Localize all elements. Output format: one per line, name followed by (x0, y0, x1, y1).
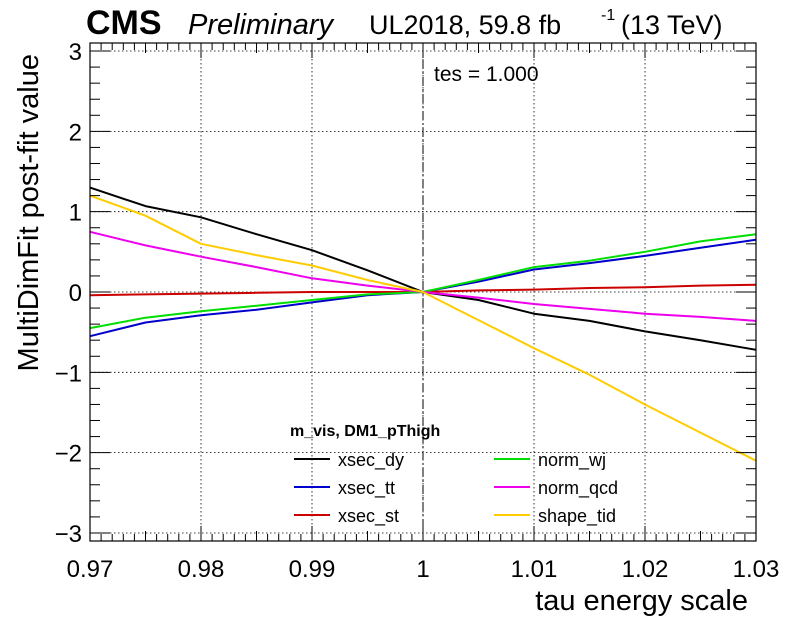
experiment-label: CMS (86, 4, 162, 42)
y-axis-title: MultiDimFit post-fit value (13, 54, 45, 371)
dataset-label: UL2018, 59.8 fb (369, 10, 561, 40)
x-tick-label: 0.97 (67, 556, 114, 583)
x-axis-title: tau energy scale (535, 585, 748, 617)
legend-label: xsec_st (338, 506, 399, 527)
legend-label: norm_qcd (538, 478, 618, 499)
y-tick-label: 1 (69, 200, 82, 227)
y-tick-label: −2 (55, 441, 82, 468)
legend-label: norm_wj (538, 450, 606, 471)
legend-entries: xsec_dy xsec_tt xsec_st norm_wj norm_qcdshap… (294, 450, 618, 527)
tes-annotation: tes = 1.000 (434, 63, 539, 86)
y-tick-label: −3 (55, 521, 82, 548)
lumi-superscript: -1 (601, 7, 615, 24)
x-tick-label: 1.02 (622, 556, 669, 583)
y-tick-label: 0 (69, 280, 82, 307)
y-tick-label: 2 (69, 119, 82, 146)
energy-label: (13 TeV) (621, 10, 723, 40)
legend-label: xsec_dy (338, 450, 404, 471)
legend: m_vis, DM1_pThigh xsec_dy xsec_tt xsec_st n… (290, 423, 618, 527)
tick-labels: 0.97 0.98 0.99 1 1.01 1.02 1.03 −3 −2 −1 0 1 2 3 (55, 39, 780, 583)
x-tick-label: 0.99 (289, 556, 336, 583)
legend-label: xsec_tt (338, 478, 395, 499)
legend-label: shape_tid (538, 506, 616, 527)
x-tick-label: 1.03 (733, 556, 780, 583)
status-label: Preliminary (188, 9, 335, 41)
ticks (89, 43, 757, 541)
y-tick-label: −1 (55, 360, 82, 387)
series-layer (89, 186, 757, 462)
x-tick-label: 1 (416, 556, 429, 583)
x-tick-label: 0.98 (178, 556, 225, 583)
series-line-shape-tid (89, 194, 757, 462)
y-tick-label: 3 (69, 39, 82, 66)
x-tick-label: 1.01 (511, 556, 558, 583)
legend-title: m_vis, DM1_pThigh (290, 423, 440, 440)
